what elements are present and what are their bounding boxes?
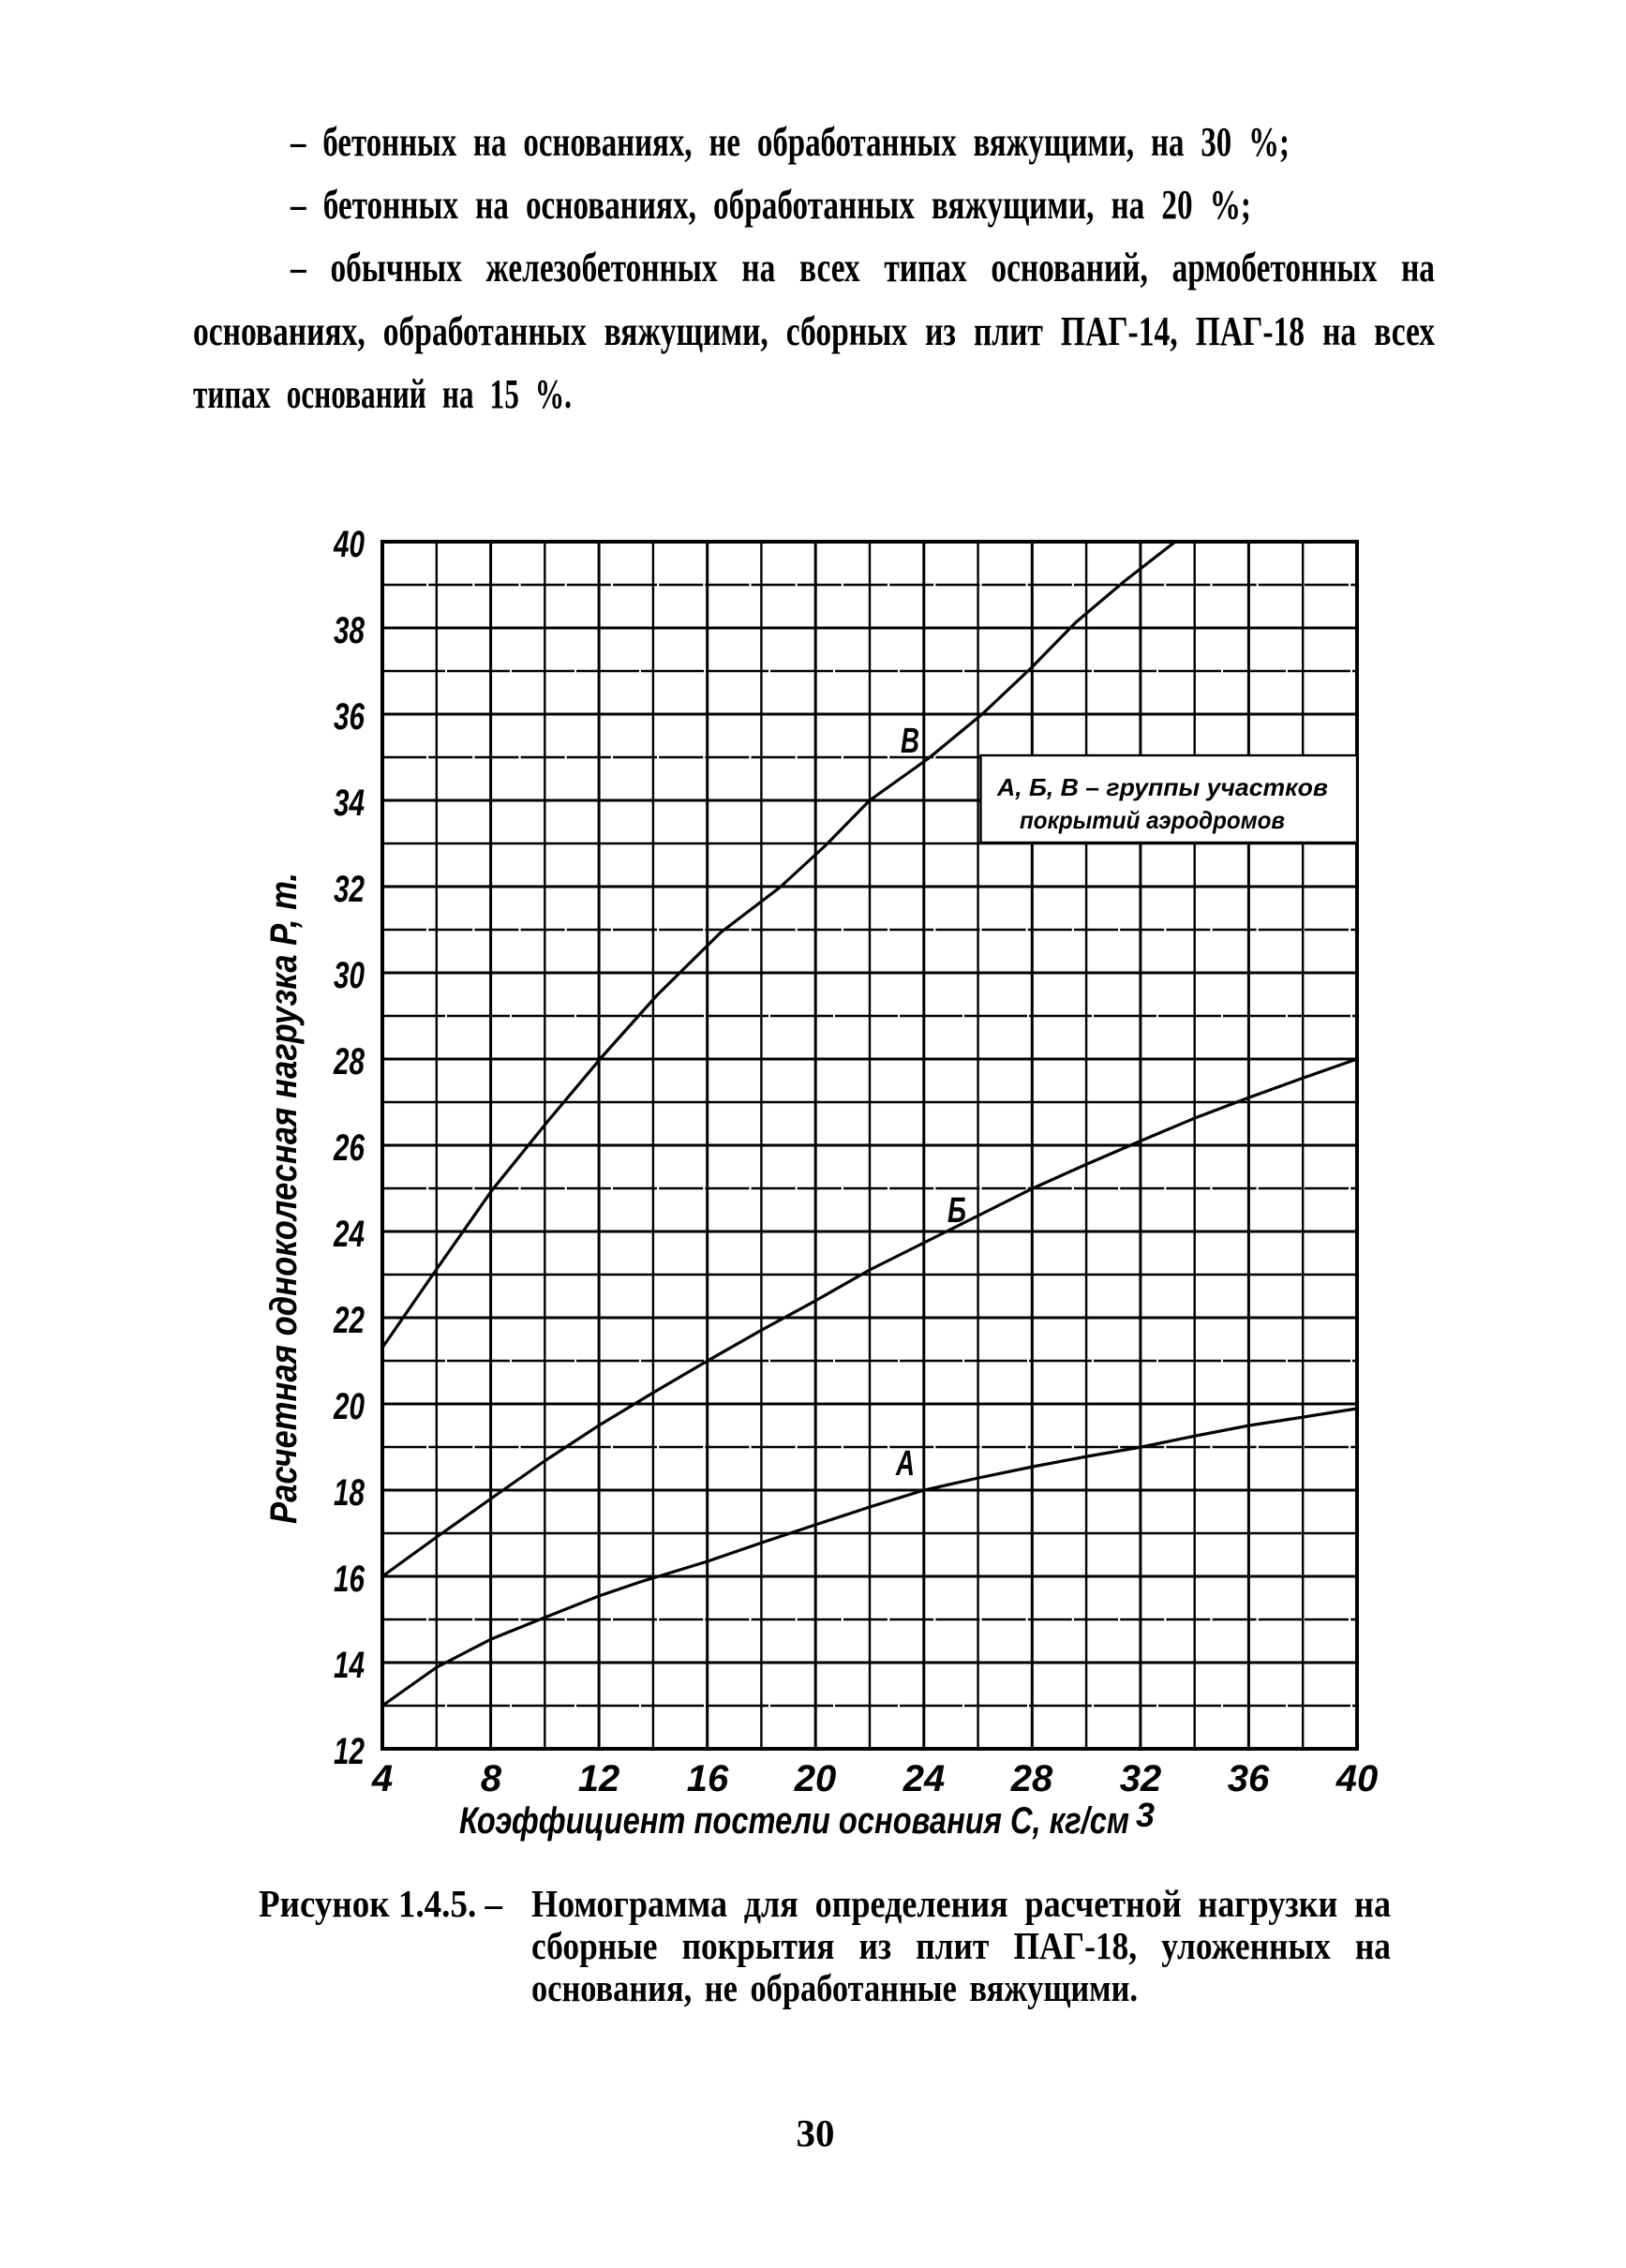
svg-text:24: 24 <box>333 1214 365 1255</box>
svg-text:36: 36 <box>1228 1758 1270 1799</box>
svg-text:14: 14 <box>334 1645 365 1686</box>
svg-text:12: 12 <box>578 1758 620 1799</box>
svg-text:12: 12 <box>334 1731 365 1772</box>
svg-text:типах оснований на 15 %.: типах оснований на 15 %. <box>193 371 572 417</box>
svg-text:24: 24 <box>903 1758 946 1799</box>
svg-text:Расчетная одноколесная нагрузк: Расчетная одноколесная нагрузка Р, т. <box>263 873 305 1524</box>
svg-text:36: 36 <box>334 696 365 738</box>
svg-text:Рисунок 1.4.5. –: Рисунок 1.4.5. – <box>259 1882 502 1925</box>
svg-text:32: 32 <box>334 869 365 910</box>
svg-text:28: 28 <box>333 1041 365 1082</box>
svg-text:– бетонных на основаниях, обра: – бетонных на основаниях, обработанных в… <box>290 182 1251 228</box>
svg-text:основаниях, обработанных вяжущ: основаниях, обработанных вяжущими, сборн… <box>193 308 1435 354</box>
svg-text:30: 30 <box>797 2111 835 2155</box>
svg-text:4: 4 <box>371 1758 393 1799</box>
svg-text:– обычных железобетонных на вс: – обычных железобетонных на всех типах о… <box>290 245 1435 291</box>
svg-text:Б: Б <box>947 1191 966 1231</box>
svg-text:28: 28 <box>1010 1758 1053 1799</box>
svg-text:16: 16 <box>687 1758 729 1799</box>
svg-text:– бетонных на основаниях, не о: – бетонных на основаниях, не обработанны… <box>290 119 1290 165</box>
svg-text:А: А <box>895 1444 915 1484</box>
svg-text:26: 26 <box>333 1127 365 1169</box>
svg-text:22: 22 <box>333 1300 365 1341</box>
svg-text:30: 30 <box>334 955 365 996</box>
svg-text:34: 34 <box>334 783 365 824</box>
svg-text:основания, не обработанные вяж: основания, не обработанные вяжущими. <box>531 1966 1138 2009</box>
svg-text:20: 20 <box>333 1386 365 1427</box>
svg-text:18: 18 <box>334 1472 365 1514</box>
svg-text:сборные покрытия из плит ПАГ-1: сборные покрытия из плит ПАГ-18, уложенн… <box>531 1924 1391 1967</box>
svg-text:В: В <box>901 722 919 761</box>
svg-text:32: 32 <box>1120 1758 1162 1799</box>
svg-text:А, Б, В – группы участков: А, Б, В – группы участков <box>996 773 1328 801</box>
svg-text:Коэффициент постели основания: Коэффициент постели основания С, кг/см <box>459 1800 1129 1842</box>
svg-text:покрытий аэродромов: покрытий аэродромов <box>1020 806 1285 834</box>
svg-text:20: 20 <box>794 1758 837 1799</box>
svg-text:3: 3 <box>1136 1796 1155 1834</box>
svg-text:Номограмма для определения рас: Номограмма для определения расчетной наг… <box>531 1882 1391 1925</box>
svg-text:40: 40 <box>333 524 365 565</box>
svg-text:38: 38 <box>334 610 365 651</box>
svg-text:8: 8 <box>481 1758 502 1799</box>
svg-text:16: 16 <box>334 1559 365 1600</box>
svg-text:40: 40 <box>1335 1758 1379 1799</box>
